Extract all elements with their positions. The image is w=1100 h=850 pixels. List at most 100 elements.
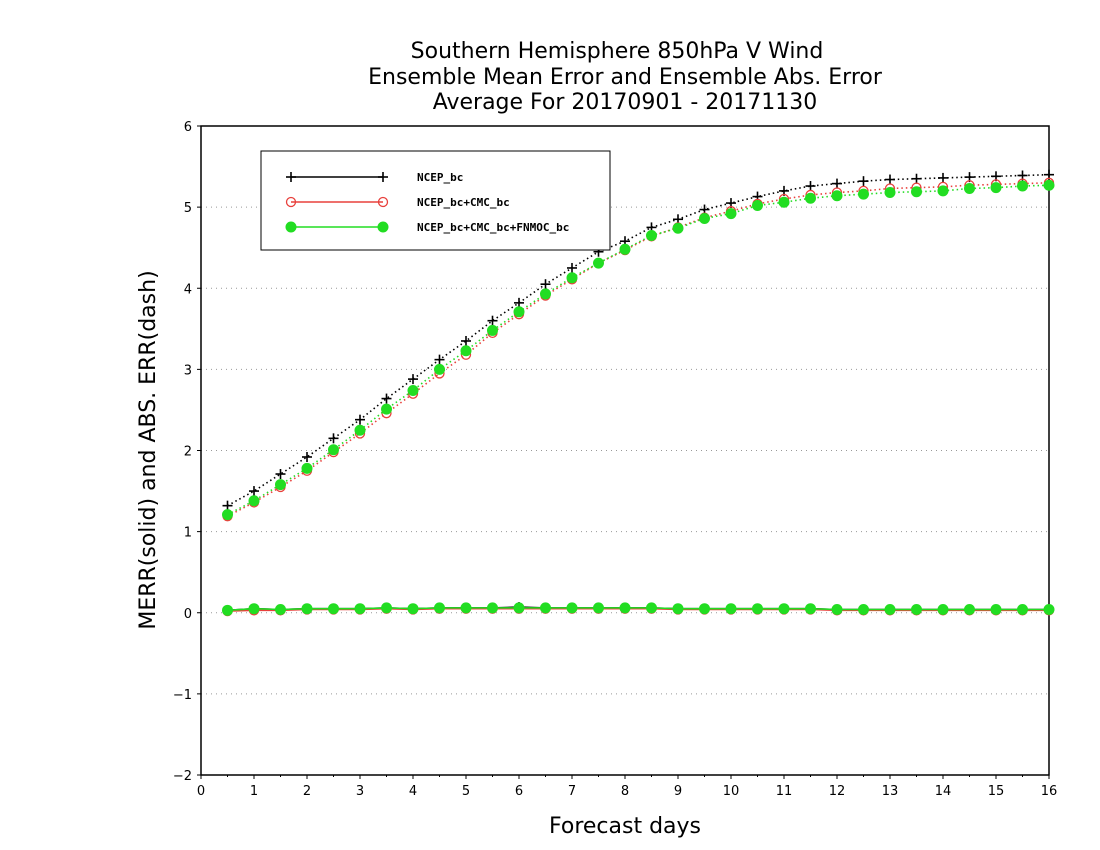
data-point: [937, 604, 949, 616]
series-NCEP_bc+CMC_bc+FNMOC_bc: [222, 179, 1055, 616]
data-point: [725, 603, 737, 615]
data-point: [567, 262, 577, 273]
data-point: [1017, 180, 1028, 192]
data-point: [513, 306, 525, 318]
data-point: [302, 451, 312, 462]
data-point: [1043, 179, 1055, 191]
x-tick-label: 4: [409, 784, 417, 799]
data-point: [487, 324, 498, 336]
y-tick-label: 0: [184, 607, 192, 622]
data-point: [377, 196, 389, 208]
x-tick-label: 2: [303, 784, 311, 799]
legend-label: NCEP_bc+CMC_bc+FNMOC_bc: [417, 221, 569, 234]
data-point: [566, 272, 578, 284]
data-point: [699, 603, 710, 615]
legend: NCEP_bc NCEP_bc+CMC_bc NCEP_bc+CMC_bc+FNMO…: [260, 150, 611, 251]
data-point: [990, 182, 1002, 194]
data-point: [1017, 604, 1028, 616]
x-tick-label: 1: [250, 784, 258, 799]
data-point: [566, 602, 578, 614]
data-point: [964, 604, 975, 616]
data-point: [805, 181, 816, 192]
data-point: [461, 335, 471, 346]
data-point: [672, 222, 684, 234]
data-point: [354, 603, 366, 615]
data-point: [646, 230, 657, 242]
data-point: [593, 257, 604, 269]
data-point: [222, 604, 233, 616]
y-tick-label: −1: [173, 688, 192, 703]
y-tick-label: 1: [184, 526, 192, 541]
data-point: [381, 602, 392, 614]
data-point: [805, 603, 816, 615]
data-point: [222, 500, 233, 511]
data-point: [434, 602, 445, 614]
legend-label: NCEP_bc+CMC_bc: [417, 196, 510, 209]
y-tick-label: 4: [184, 282, 192, 297]
chart-title-line-2: Ensemble Mean Error and Ensemble Abs. Er…: [368, 65, 883, 90]
data-point: [858, 188, 869, 200]
data-point: [911, 186, 922, 198]
data-point: [275, 479, 286, 491]
data-point: [222, 509, 233, 521]
data-point: [778, 603, 790, 615]
data-point: [354, 424, 366, 436]
data-point: [778, 196, 790, 208]
data-point: [285, 221, 297, 233]
data-point: [619, 243, 631, 255]
data-point: [285, 196, 297, 208]
data-point: [513, 602, 525, 614]
x-tick-label: 9: [674, 784, 682, 799]
legend-entry: NCEP_bc: [286, 171, 463, 184]
data-point: [805, 192, 816, 204]
y-axis-label: MERR(solid) and ABS. ERR(dash): [136, 270, 161, 629]
y-tick-label: −2: [173, 769, 192, 784]
data-point: [286, 172, 296, 182]
data-point: [249, 486, 259, 497]
x-tick-label: 10: [723, 784, 740, 799]
data-point: [301, 462, 313, 474]
chart-title-line-1: Southern Hemisphere 850hPa V Wind: [411, 39, 824, 64]
x-tick-label: 13: [882, 784, 899, 799]
data-point: [540, 288, 551, 300]
x-tick-label: 12: [829, 784, 846, 799]
x-tick-label: 7: [568, 784, 576, 799]
data-point: [460, 602, 472, 614]
series-layer: [222, 169, 1055, 617]
data-point: [301, 603, 313, 615]
legend-entry: NCEP_bc+CMC_bc: [285, 196, 510, 209]
legend-entry: NCEP_bc+CMC_bc+FNMOC_bc: [285, 221, 569, 234]
legend-label: NCEP_bc: [417, 171, 463, 184]
data-point: [699, 212, 710, 224]
data-point: [487, 602, 498, 614]
data-point: [377, 221, 389, 233]
data-point: [408, 374, 418, 385]
data-point: [248, 603, 260, 615]
y-tick-label: 2: [184, 445, 192, 460]
chart-title-line-3: Average For 20170901 - 20171130: [433, 90, 818, 115]
data-point: [832, 178, 842, 189]
data-point: [831, 604, 843, 616]
data-point: [672, 603, 684, 615]
x-tick-label: 14: [935, 784, 952, 799]
data-point: [540, 279, 551, 290]
data-point: [593, 602, 604, 614]
data-point: [248, 495, 260, 507]
data-point: [1043, 604, 1055, 616]
data-point: [885, 174, 895, 185]
data-point: [938, 172, 948, 183]
data-point: [378, 172, 388, 182]
data-point: [275, 604, 286, 616]
data-point: [937, 185, 949, 197]
data-point: [381, 393, 392, 404]
data-point: [328, 603, 339, 615]
data-point: [964, 182, 975, 194]
data-point: [911, 173, 922, 184]
data-point: [434, 363, 445, 375]
data-point: [460, 345, 472, 357]
data-point: [540, 602, 551, 614]
data-point: [646, 602, 657, 614]
data-point: [619, 602, 631, 614]
